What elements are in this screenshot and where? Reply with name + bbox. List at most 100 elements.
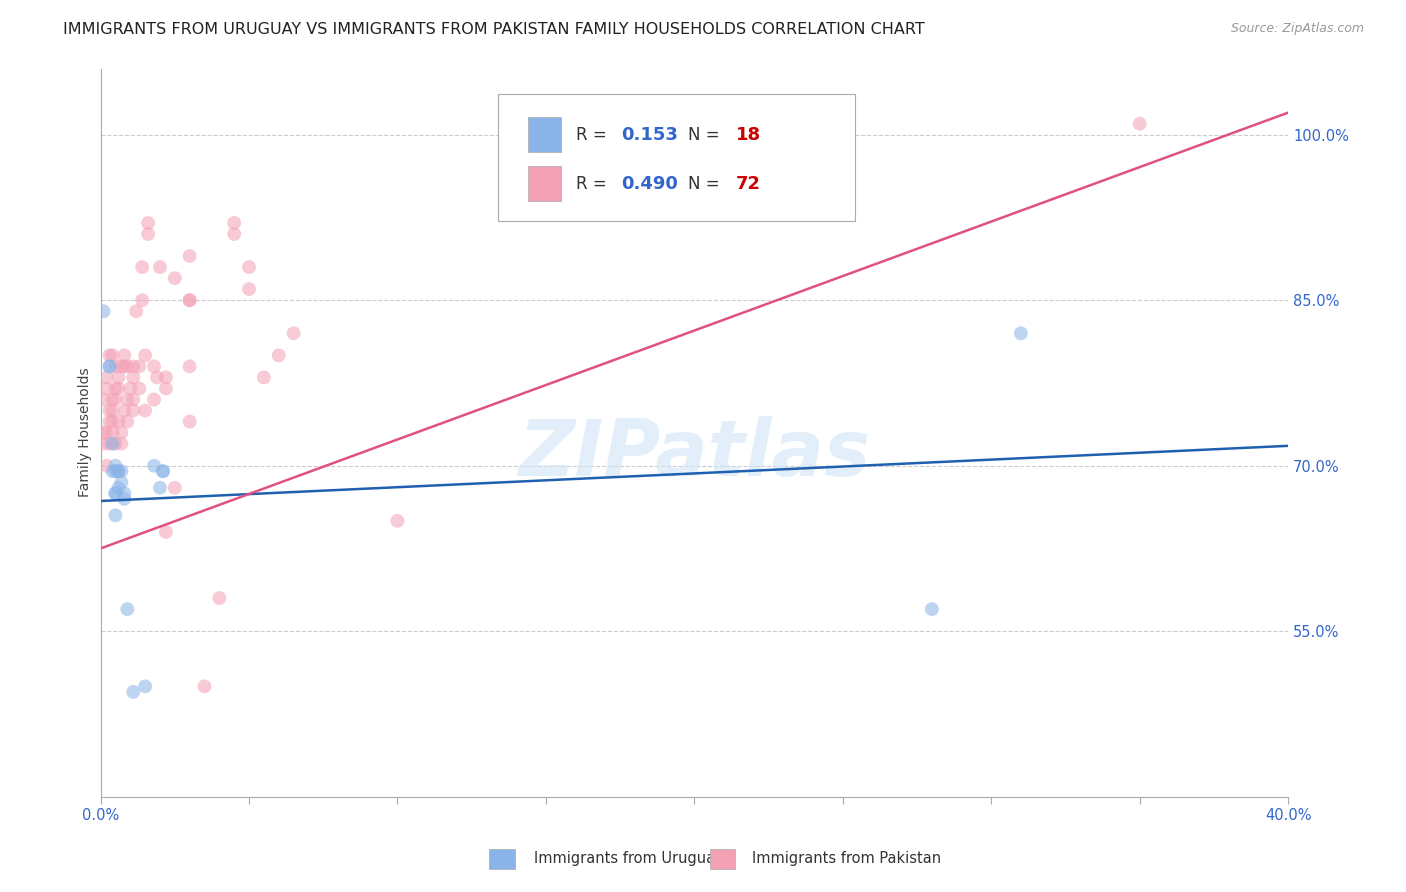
Point: [131, 293, 153, 308]
Text: Source: ZipAtlas.com: Source: ZipAtlas.com: [1230, 22, 1364, 36]
Point: [136, 216, 159, 230]
Point: [131, 260, 153, 274]
Point: [104, 382, 127, 396]
Point: [96, 370, 118, 384]
FancyBboxPatch shape: [498, 94, 855, 221]
Bar: [529, 166, 561, 201]
Point: [98, 359, 121, 374]
Point: [101, 464, 124, 478]
Point: [104, 464, 127, 478]
Point: [283, 326, 305, 341]
Point: [224, 227, 246, 241]
Point: [112, 359, 135, 374]
Point: [93, 392, 115, 407]
Point: [143, 392, 166, 407]
Point: [107, 481, 129, 495]
Point: [107, 382, 129, 396]
Text: ZIPatlas: ZIPatlas: [519, 417, 870, 492]
Point: [98, 348, 121, 362]
Point: [98, 436, 121, 450]
Point: [101, 425, 124, 440]
Point: [93, 304, 115, 318]
Point: [101, 403, 124, 417]
Point: [93, 436, 115, 450]
Point: [149, 260, 172, 274]
Point: [208, 591, 231, 606]
Point: [122, 392, 145, 407]
Point: [134, 403, 156, 417]
Point: [155, 382, 177, 396]
Point: [152, 464, 174, 478]
Point: [98, 403, 121, 417]
Point: [112, 491, 135, 506]
Point: [110, 436, 132, 450]
Point: [110, 425, 132, 440]
Point: [96, 458, 118, 473]
Point: [101, 436, 124, 450]
Point: [143, 458, 166, 473]
Point: [104, 458, 127, 473]
Point: [104, 359, 127, 374]
Text: R =: R =: [575, 126, 612, 144]
Point: [107, 370, 129, 384]
Point: [117, 602, 139, 616]
Point: [117, 392, 139, 407]
Y-axis label: Family Households: Family Households: [79, 368, 93, 498]
Point: [104, 508, 127, 523]
Point: [155, 524, 177, 539]
Point: [96, 425, 118, 440]
Point: [96, 382, 118, 396]
Point: [179, 293, 201, 308]
Text: N =: N =: [689, 126, 725, 144]
Point: [107, 464, 129, 478]
Point: [110, 464, 132, 478]
Point: [134, 348, 156, 362]
Point: [101, 348, 124, 362]
Point: [117, 359, 139, 374]
Point: [110, 359, 132, 374]
Point: [104, 486, 127, 500]
Point: [134, 679, 156, 693]
Point: [122, 370, 145, 384]
Point: [146, 370, 169, 384]
Point: [104, 392, 127, 407]
Text: 18: 18: [735, 126, 761, 144]
Point: [179, 249, 201, 263]
Text: R =: R =: [575, 175, 612, 193]
Text: IMMIGRANTS FROM URUGUAY VS IMMIGRANTS FROM PAKISTAN FAMILY HOUSEHOLDS CORRELATIO: IMMIGRANTS FROM URUGUAY VS IMMIGRANTS FR…: [63, 22, 925, 37]
Point: [98, 359, 121, 374]
Point: [179, 293, 201, 308]
Point: [267, 348, 290, 362]
Point: [163, 481, 186, 495]
Point: [179, 415, 201, 429]
Point: [163, 271, 186, 285]
Point: [112, 403, 135, 417]
Point: [112, 486, 135, 500]
Point: [128, 359, 150, 374]
Point: [1129, 117, 1152, 131]
Point: [149, 481, 172, 495]
Point: [107, 415, 129, 429]
Point: [110, 475, 132, 490]
Point: [122, 685, 145, 699]
Point: [238, 282, 260, 296]
Point: [122, 359, 145, 374]
Point: [143, 359, 166, 374]
Text: 0.490: 0.490: [620, 175, 678, 193]
Point: [155, 370, 177, 384]
Point: [104, 486, 127, 500]
Point: [117, 415, 139, 429]
Point: [101, 415, 124, 429]
Text: Immigrants from Pakistan: Immigrants from Pakistan: [752, 851, 942, 865]
Text: Immigrants from Uruguay: Immigrants from Uruguay: [534, 851, 724, 865]
Point: [238, 260, 260, 274]
Point: [152, 464, 174, 478]
Point: [193, 679, 215, 693]
Text: N =: N =: [689, 175, 725, 193]
Point: [1010, 326, 1032, 341]
Point: [921, 602, 943, 616]
Text: 0.153: 0.153: [620, 126, 678, 144]
Point: [104, 436, 127, 450]
Text: 72: 72: [735, 175, 761, 193]
Point: [387, 514, 409, 528]
